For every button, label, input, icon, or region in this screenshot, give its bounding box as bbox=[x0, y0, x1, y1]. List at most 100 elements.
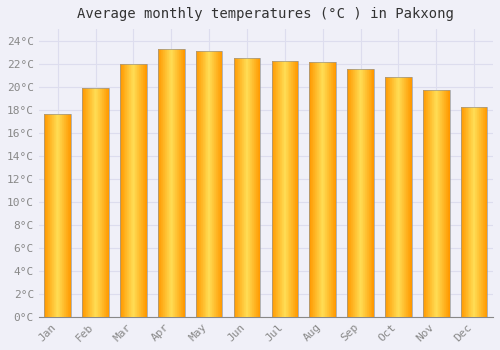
Bar bbox=[364, 69, 366, 317]
Bar bbox=[106, 88, 107, 317]
Bar bbox=[481, 107, 482, 317]
Bar bbox=[278, 61, 279, 317]
Bar bbox=[432, 90, 433, 317]
Bar bbox=[86, 88, 87, 317]
Bar bbox=[85, 88, 86, 317]
Bar bbox=[241, 58, 242, 317]
Bar bbox=[475, 107, 476, 317]
Bar bbox=[469, 107, 470, 317]
Bar bbox=[90, 88, 91, 317]
Bar bbox=[160, 49, 162, 317]
Bar bbox=[129, 64, 130, 317]
Bar bbox=[293, 61, 294, 317]
Bar bbox=[440, 90, 441, 317]
Bar bbox=[367, 69, 368, 317]
Bar bbox=[253, 58, 254, 317]
Bar bbox=[424, 90, 425, 317]
Bar bbox=[257, 58, 258, 317]
Bar bbox=[425, 90, 426, 317]
Bar bbox=[282, 61, 283, 317]
Bar bbox=[198, 51, 200, 317]
Bar bbox=[386, 77, 387, 317]
Bar bbox=[385, 77, 386, 317]
Bar bbox=[179, 49, 180, 317]
Bar bbox=[49, 114, 50, 317]
Bar bbox=[289, 61, 290, 317]
Bar bbox=[124, 64, 125, 317]
Bar bbox=[219, 51, 220, 317]
Bar bbox=[294, 61, 295, 317]
Bar bbox=[402, 77, 403, 317]
Bar bbox=[486, 107, 488, 317]
Bar bbox=[467, 107, 468, 317]
Bar bbox=[57, 114, 58, 317]
Bar bbox=[277, 61, 278, 317]
Bar bbox=[178, 49, 180, 317]
Bar bbox=[122, 64, 123, 317]
Bar bbox=[205, 51, 206, 317]
Bar bbox=[466, 107, 467, 317]
Bar bbox=[363, 69, 364, 317]
Bar bbox=[137, 64, 138, 317]
Bar bbox=[209, 51, 210, 317]
Bar bbox=[320, 62, 322, 317]
Bar bbox=[127, 64, 128, 317]
Bar bbox=[254, 58, 255, 317]
Bar bbox=[83, 88, 84, 317]
Bar bbox=[348, 69, 374, 317]
Bar bbox=[237, 58, 238, 317]
Bar bbox=[444, 90, 445, 317]
Bar bbox=[45, 114, 46, 317]
Bar bbox=[146, 64, 147, 317]
Bar bbox=[67, 114, 68, 317]
Bar bbox=[239, 58, 240, 317]
Bar bbox=[330, 62, 332, 317]
Bar bbox=[47, 114, 48, 317]
Bar bbox=[164, 49, 166, 317]
Bar bbox=[64, 114, 65, 317]
Bar bbox=[202, 51, 203, 317]
Bar bbox=[162, 49, 163, 317]
Bar bbox=[313, 62, 314, 317]
Bar bbox=[407, 77, 408, 317]
Bar bbox=[87, 88, 88, 317]
Bar bbox=[482, 107, 483, 317]
Bar bbox=[120, 64, 146, 317]
Bar bbox=[318, 62, 319, 317]
Bar bbox=[52, 114, 53, 317]
Bar bbox=[463, 107, 464, 317]
Bar bbox=[252, 58, 253, 317]
Bar bbox=[138, 64, 139, 317]
Bar bbox=[280, 61, 281, 317]
Bar bbox=[365, 69, 366, 317]
Bar bbox=[398, 77, 399, 317]
Bar bbox=[445, 90, 446, 317]
Bar bbox=[216, 51, 217, 317]
Bar bbox=[439, 90, 440, 317]
Bar bbox=[476, 107, 477, 317]
Bar bbox=[44, 114, 45, 317]
Bar bbox=[359, 69, 360, 317]
Bar bbox=[272, 61, 273, 317]
Bar bbox=[465, 107, 466, 317]
Bar bbox=[350, 69, 352, 317]
Bar bbox=[68, 114, 69, 317]
Bar bbox=[392, 77, 393, 317]
Bar bbox=[434, 90, 435, 317]
Bar bbox=[121, 64, 122, 317]
Bar bbox=[390, 77, 391, 317]
Bar bbox=[362, 69, 364, 317]
Bar bbox=[101, 88, 102, 317]
Bar bbox=[358, 69, 360, 317]
Bar bbox=[478, 107, 479, 317]
Bar bbox=[431, 90, 432, 317]
Bar bbox=[125, 64, 126, 317]
Bar bbox=[98, 88, 99, 317]
Bar bbox=[214, 51, 215, 317]
Bar bbox=[60, 114, 61, 317]
Bar bbox=[322, 62, 324, 317]
Bar bbox=[250, 58, 251, 317]
Bar bbox=[438, 90, 439, 317]
Bar bbox=[96, 88, 97, 317]
Bar bbox=[160, 49, 161, 317]
